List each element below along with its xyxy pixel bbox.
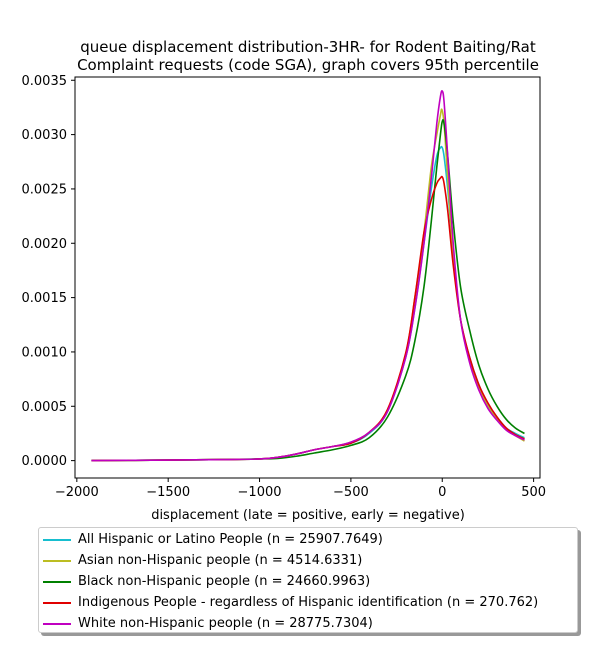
legend: All Hispanic or Latino People (n = 25907… [38,527,578,633]
series-line-1 [91,145,525,462]
legend-label: All Hispanic or Latino People (n = 25907… [78,532,383,547]
legend-entry: Indigenous People - regardless of Hispan… [39,592,577,613]
y-tick-label: 0.0010 [22,345,68,360]
legend-swatch [43,622,71,625]
legend-label: Asian non-Hispanic people (n = 4514.6331… [78,553,363,568]
legend-label: White non-Hispanic people (n = 28775.730… [78,616,373,631]
plot-frame [74,76,541,479]
x-tick-label: 500 [521,485,546,500]
legend-label: Indigenous People - regardless of Hispan… [78,595,539,610]
legend-entry: White non-Hispanic people (n = 28775.730… [39,613,577,634]
y-tick-label: 0.0030 [22,128,68,143]
y-tick-label: 0.0025 [22,182,68,197]
x-tick-label: −500 [333,485,369,500]
x-tick-label: −2000 [55,485,99,500]
x-tick-label: −1500 [146,485,190,500]
x-axis-ticks: −2000 −1500 −1000 −500 0 500 [55,478,546,500]
legend-swatch [43,580,71,583]
legend-entry: All Hispanic or Latino People (n = 25907… [39,529,577,550]
legend-entry: Black non-Hispanic people (n = 24660.996… [39,571,577,592]
chart-title-line-1: queue displacement distribution-3HR- for… [80,38,536,56]
y-tick-label: 0.0015 [22,291,68,306]
legend-label: Black non-Hispanic people (n = 24660.996… [78,574,371,589]
x-axis-label: displacement (late = positive, early = n… [151,508,465,523]
x-tick-label: 0 [438,485,446,500]
legend-swatch [43,601,71,604]
y-tick-label: 0.0035 [22,74,68,89]
y-tick-label: 0.0020 [22,237,68,252]
plot-lines [91,90,525,462]
chart-title-line-2: Complaint requests (code SGA), graph cov… [77,56,539,74]
legend-swatch [43,538,71,541]
y-tick-label: 0.0005 [22,400,68,415]
legend-entry: Asian non-Hispanic people (n = 4514.6331… [39,550,577,571]
series-line-4 [91,175,525,462]
y-axis-ticks: 0.0000 0.0005 0.0010 0.0015 0.0020 0.0025 0.00… [22,74,75,469]
series-line-5 [91,90,525,462]
legend-swatch [43,559,71,562]
series-line-3 [91,118,525,462]
y-tick-label: 0.0000 [22,454,68,469]
x-tick-label: −1000 [238,485,282,500]
